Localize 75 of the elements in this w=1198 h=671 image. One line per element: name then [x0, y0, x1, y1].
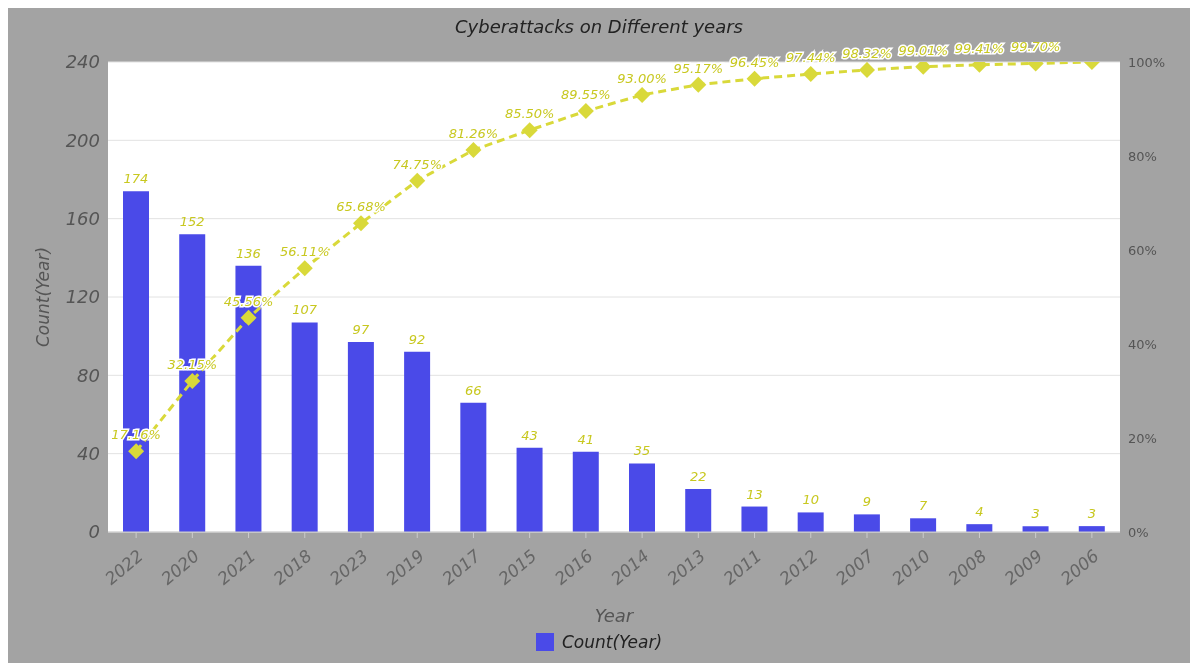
- bar: [741, 506, 768, 532]
- legend-label: Count(Year): [560, 632, 663, 652]
- data-label: 3: [1087, 506, 1096, 522]
- bar: [685, 488, 712, 532]
- data-label: 22: [689, 468, 707, 484]
- y2-tick-label: 80%: [1128, 148, 1157, 164]
- point: [128, 443, 145, 460]
- data-label: 97: [352, 322, 370, 338]
- y2-tick-label: 40%: [1128, 336, 1157, 352]
- point: [690, 76, 707, 93]
- data-label: 174: [123, 171, 149, 187]
- data-label: 7: [918, 498, 928, 514]
- y2-tick-label: 0%: [1128, 524, 1149, 540]
- y-tick-label: 40: [77, 443, 100, 465]
- y-tick-label: 240: [65, 51, 100, 73]
- y-tick-label: 0: [88, 521, 100, 543]
- point: [409, 172, 426, 189]
- data-label: 99.70%: [1010, 39, 1061, 55]
- data-label: 99.41%: [954, 40, 1005, 56]
- data-label: 92: [408, 331, 426, 347]
- data-label: 85.50%: [504, 106, 555, 122]
- data-label: 152: [179, 214, 205, 230]
- bar: [291, 322, 318, 532]
- y-tick-label: 120: [65, 286, 100, 308]
- bar: [853, 514, 880, 532]
- y-tick-label: 160: [65, 208, 100, 230]
- point: [577, 103, 594, 120]
- y2-tick-label: 100%: [1128, 54, 1166, 70]
- point: [184, 372, 201, 389]
- y-tick-label: 80: [77, 364, 100, 386]
- point: [521, 122, 538, 139]
- bar: [516, 447, 543, 532]
- y-tick-label: 200: [65, 129, 100, 151]
- data-label: 89.55%: [561, 87, 611, 103]
- point: [240, 309, 257, 326]
- data-label: 56.11%: [279, 244, 330, 260]
- y2-tick-label: 60%: [1128, 242, 1157, 258]
- data-label: 10: [802, 492, 819, 508]
- data-label: 9: [862, 494, 872, 510]
- data-label: 96.45%: [729, 54, 780, 70]
- point: [634, 86, 651, 103]
- point: [465, 142, 482, 159]
- data-label: 136: [236, 245, 261, 261]
- bar: [797, 512, 824, 532]
- point: [859, 62, 875, 78]
- bar: [572, 451, 599, 532]
- data-label: 13: [746, 486, 763, 502]
- data-label: 97.44%: [785, 50, 836, 66]
- data-label: 66: [465, 382, 482, 398]
- point: [296, 260, 313, 277]
- data-label: 74.75%: [392, 156, 443, 172]
- bar: [910, 518, 937, 532]
- y-axis-title: Count(Year): [33, 246, 54, 348]
- bar: [629, 463, 655, 532]
- data-label: 107: [292, 302, 318, 318]
- data-label: 98.32%: [842, 45, 892, 61]
- y2-tick-label: 20%: [1128, 430, 1157, 446]
- point: [802, 66, 819, 83]
- point: [746, 70, 763, 87]
- bar: [347, 342, 374, 532]
- data-label: 95.17%: [673, 60, 724, 76]
- data-label: 41: [577, 431, 595, 447]
- data-label: 43: [521, 427, 538, 443]
- data-label: 99.01%: [898, 42, 949, 58]
- x-axis-title: Year: [594, 605, 635, 626]
- data-label: 93.00%: [617, 70, 667, 86]
- data-label: 3: [1031, 506, 1040, 522]
- data-label: 35: [633, 443, 651, 459]
- chart-title: Cyberattacks on Different years: [455, 16, 743, 37]
- data-label: 4: [975, 504, 984, 520]
- point: [353, 215, 369, 232]
- bar: [460, 402, 487, 532]
- bar: [404, 351, 431, 532]
- data-label: 65.68%: [336, 199, 386, 215]
- data-label: 81.26%: [448, 126, 499, 142]
